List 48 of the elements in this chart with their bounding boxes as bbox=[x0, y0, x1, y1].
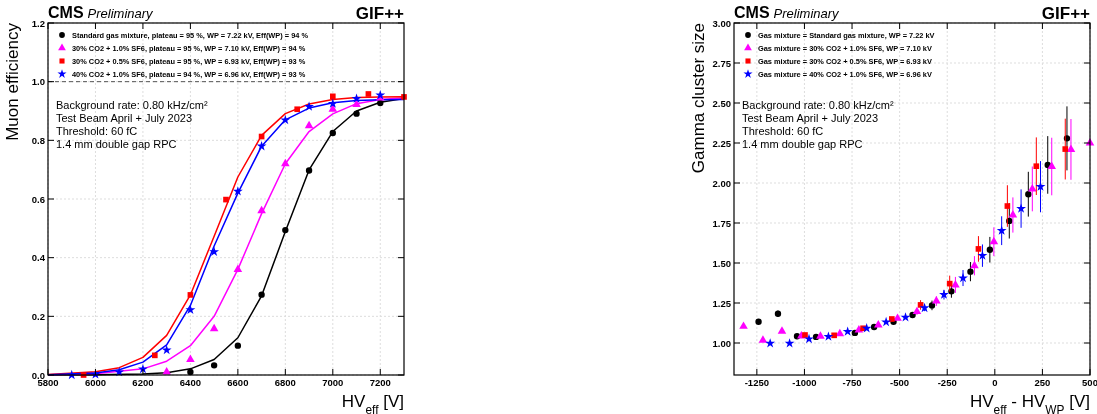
x-tick-label: -1000 bbox=[792, 377, 817, 388]
x-axis-title: HV$_{eff}$ [V] bbox=[341, 392, 404, 414]
x-tick-label: 0 bbox=[992, 377, 998, 388]
y-tick-label: 1.2 bbox=[31, 17, 45, 29]
annotation: GIF++ bbox=[1041, 4, 1091, 23]
x-axis-title: HV$_{eff}$ - HV$_{WP}$ [V] bbox=[969, 392, 1090, 414]
x-tick-label: 6800 bbox=[274, 377, 296, 388]
text: GIF++ bbox=[355, 4, 405, 23]
y-tick-label: 0.8 bbox=[31, 134, 45, 146]
y-tick-label: 2.00 bbox=[712, 177, 731, 189]
annotation: Test Beam April + July 2023 bbox=[56, 112, 193, 124]
y-tick-label: 1.0 bbox=[31, 76, 45, 88]
x-tick-label: -250 bbox=[937, 377, 957, 388]
annotation: Background rate: 0.80 kHz/cm² bbox=[56, 99, 208, 111]
y-tick-label: 2.25 bbox=[712, 137, 732, 149]
y-tick-label: 2.75 bbox=[712, 57, 732, 69]
y-tick-label: 1.00 bbox=[712, 337, 731, 349]
x-tick-label: 500 bbox=[1082, 377, 1097, 388]
y-tick-label: 1.25 bbox=[712, 297, 732, 309]
y-tick-label: 2.50 bbox=[712, 97, 731, 109]
y-tick-label: 1.75 bbox=[712, 217, 732, 229]
chart-subtitle: Preliminary bbox=[87, 6, 155, 21]
annotation: Threshold: 60 fC bbox=[56, 125, 138, 137]
annotation: Background rate: 0.80 kHz/cm² bbox=[742, 99, 894, 111]
x-tick-label: -750 bbox=[842, 377, 862, 388]
x-tick-label: -1250 bbox=[744, 377, 769, 388]
x-tick-label: 7200 bbox=[369, 377, 391, 388]
annotation: 1.4 mm double gap RPC bbox=[56, 138, 177, 150]
x-tick-label: 6000 bbox=[84, 377, 107, 388]
y-tick-label: 0.4 bbox=[31, 252, 46, 264]
annotation: Test Beam April + July 2023 bbox=[742, 112, 879, 124]
chart-title: CMS bbox=[734, 4, 770, 21]
y-tick-label: 3.00 bbox=[712, 17, 731, 29]
x-tick-label: 7000 bbox=[322, 377, 344, 388]
y-tick-label: 0.2 bbox=[31, 310, 45, 322]
x-tick-label: -500 bbox=[890, 377, 910, 388]
y-axis-title: Gamma cluster size bbox=[689, 23, 708, 174]
x-tick-label: 250 bbox=[1034, 377, 1051, 388]
annotation: 1.4 mm double gap RPC bbox=[742, 138, 863, 150]
chart-title: CMS bbox=[48, 4, 84, 21]
chart-subtitle: Preliminary bbox=[773, 6, 841, 21]
y-tick-label: 0.6 bbox=[31, 193, 45, 205]
annotation: Threshold: 60 fC bbox=[742, 125, 824, 137]
x-tick-label: 6200 bbox=[132, 377, 154, 388]
x-tick-label: 6600 bbox=[227, 377, 249, 388]
y-tick-label: 1.50 bbox=[712, 257, 731, 269]
y-axis-title: Muon efficiency bbox=[3, 22, 22, 141]
x-tick-label: 6400 bbox=[179, 377, 201, 388]
